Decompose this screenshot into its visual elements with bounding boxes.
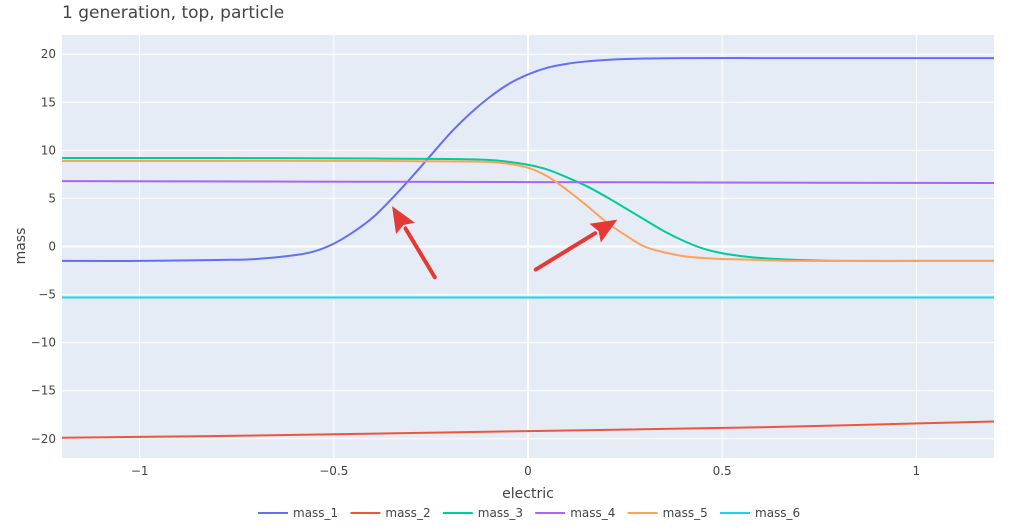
legend-label: mass_6 xyxy=(755,506,800,520)
y-tick-label: 20 xyxy=(41,47,56,61)
annotation-layer xyxy=(392,206,618,280)
legend-label: mass_5 xyxy=(663,506,708,520)
legend-label: mass_2 xyxy=(385,506,430,520)
annotation-arrow-head xyxy=(589,219,618,243)
x-tick-label: 0.5 xyxy=(713,464,732,478)
x-tick-label: 1 xyxy=(913,464,921,478)
legend-item-mass_1[interactable]: mass_1 xyxy=(258,506,338,520)
x-tick-label: −1 xyxy=(131,464,149,478)
legend-item-mass_3[interactable]: mass_3 xyxy=(442,506,523,520)
tick-layer: −1 −0.5 0 0.5 1 −20 −15 −10 −5 0 5 10 15 20 xyxy=(31,47,920,478)
annotation-arrow-shaft xyxy=(533,231,598,272)
x-axis-title: electric xyxy=(502,486,554,502)
y-tick-label: 15 xyxy=(41,95,56,109)
chart-title: 1 generation, top, particle xyxy=(62,3,284,23)
y-axis-title: mass xyxy=(13,228,29,265)
legend-label: mass_4 xyxy=(570,506,615,520)
series-line-mass_3 xyxy=(61,157,994,262)
legend-label: mass_3 xyxy=(478,506,523,520)
legend-item-mass_6[interactable]: mass_6 xyxy=(720,506,800,520)
legend-item-mass_5[interactable]: mass_5 xyxy=(627,506,708,520)
y-tick-label: 10 xyxy=(41,143,56,157)
x-tick-label: −0.5 xyxy=(319,464,348,478)
y-tick-label: 0 xyxy=(48,240,56,254)
y-tick-label: −5 xyxy=(38,288,56,302)
series-line-mass_4 xyxy=(61,180,995,185)
legend-item-mass_2[interactable]: mass_2 xyxy=(350,506,431,520)
y-tick-label: −10 xyxy=(31,336,56,350)
series-line-mass_1 xyxy=(61,57,994,262)
legend-item-mass_4[interactable]: mass_4 xyxy=(535,506,615,520)
series-line-mass_2 xyxy=(61,420,995,439)
grid xyxy=(62,35,994,458)
y-tick-label: −15 xyxy=(31,384,56,398)
y-tick-label: 5 xyxy=(48,191,56,205)
legend-label: mass_1 xyxy=(293,506,338,520)
annotation-arrow-head xyxy=(392,206,415,235)
x-tick-label: 0 xyxy=(524,464,532,478)
annotation-arrow-shaft xyxy=(403,226,437,280)
legend: mass_1 mass_2 mass_3 mass_4 mass_5 mass_6 xyxy=(258,506,800,520)
y-tick-label: −20 xyxy=(31,432,56,446)
